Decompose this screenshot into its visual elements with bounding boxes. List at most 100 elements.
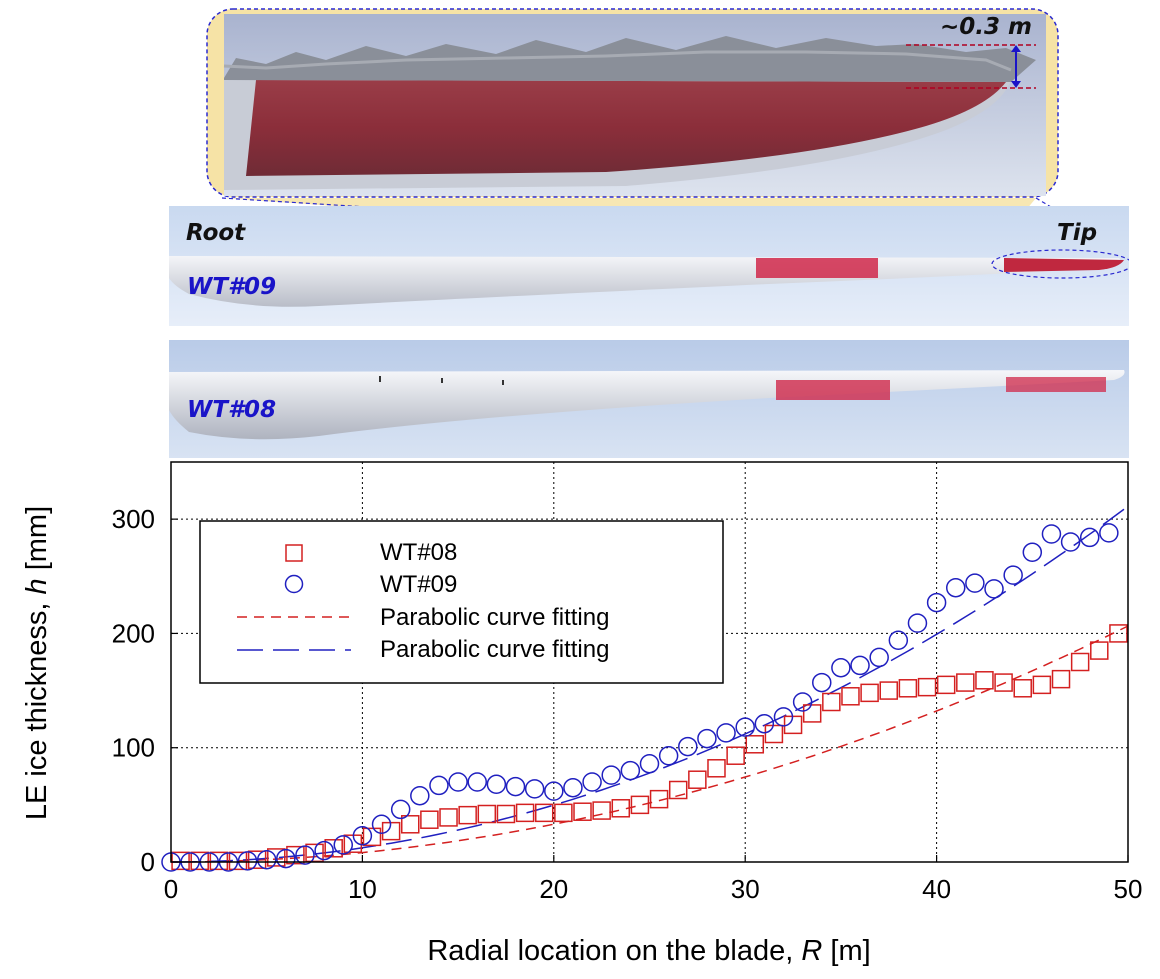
plot-frame: [170, 461, 1129, 863]
wt08-label: WT#08: [187, 397, 277, 423]
wt08-data-point: [745, 735, 765, 754]
wt09-data-point: [735, 717, 755, 737]
wt09-data-point: [831, 657, 851, 678]
wt09-data-point: [850, 655, 870, 676]
root-label: Root: [186, 220, 246, 246]
wt09-data-point: [256, 849, 277, 870]
wt09-data-point: [678, 736, 698, 757]
wt09-data-point: [601, 765, 621, 785]
wt09-data-point: [965, 573, 985, 593]
wt09-data-point: [658, 745, 679, 766]
wt09-data-point: [390, 799, 411, 820]
wt09-label: WT#09: [187, 274, 277, 300]
wt09-data-point: [352, 825, 373, 846]
wt08-data-point: [267, 848, 286, 867]
wt08-data-point: [1090, 641, 1109, 660]
wt08-data-point: [554, 803, 573, 823]
wt08-data-point: [879, 681, 898, 700]
wt08-data-point: [247, 850, 267, 869]
wt08-data-point: [611, 799, 631, 818]
axis-ticks: 0 10 20 30 40 50 0 100 200 300: [112, 504, 1143, 904]
wt08-data-point: [324, 839, 343, 858]
wt08-data-point: [515, 803, 535, 823]
wt08-data-point: [477, 804, 497, 824]
wt09-data-point: [888, 630, 909, 651]
legend-wt08-marker: [285, 544, 303, 562]
wt09-data-point: [237, 851, 258, 871]
x-tick-label: 10: [348, 874, 377, 904]
wt09-data-point: [1022, 542, 1043, 563]
wt09-data-point: [792, 692, 813, 712]
zoomed-tip-photo: [206, 8, 1059, 198]
wt08-data-point: [936, 675, 956, 695]
tip-label: Tip: [1057, 220, 1098, 246]
wt09-data-point: [716, 723, 736, 743]
wt09-data-point: [697, 728, 717, 749]
wt09-data-point: [1099, 523, 1119, 543]
wt08-data-point: [534, 803, 554, 823]
wt09-data-point: [620, 760, 641, 781]
wt09-data-point: [563, 777, 583, 798]
wt08-data-point: [1013, 679, 1032, 698]
legend-wt09-marker: [284, 574, 304, 594]
wt08-data-point: [707, 759, 726, 778]
legend: WT#08 WT#09 Parabolic curve fitting Para…: [199, 520, 724, 684]
wt08-data-point: [190, 851, 209, 871]
wt09-blade-photo: [169, 206, 1129, 326]
wt08-data-point: [802, 704, 822, 723]
wt08-data-point: [171, 851, 190, 871]
wt09-data-point: [754, 713, 775, 734]
wt09-data-point: [1041, 524, 1062, 544]
x-tick-label: 0: [164, 874, 178, 904]
wt09-data-point: [926, 592, 947, 613]
legend-wt08-label: WT#08: [380, 539, 457, 566]
x-tick-label: 40: [922, 874, 951, 904]
wt08-data-point: [439, 808, 458, 827]
wt08-data-point: [726, 746, 745, 765]
wt08-data-point: [822, 692, 841, 712]
legend-fit-red-label: Parabolic curve fitting: [380, 604, 609, 631]
wt09-data-point: [314, 840, 334, 861]
wt08-data-point: [975, 671, 994, 690]
wt08-data-point: [860, 683, 879, 703]
data-markers: [161, 523, 1128, 872]
wt08-blade-photo: [169, 340, 1129, 458]
wt09-data-point: [812, 672, 832, 693]
y-tick-label: 200: [112, 618, 155, 648]
wt08-data-point: [1051, 669, 1071, 689]
x-tick-label: 30: [731, 874, 760, 904]
wt08-data-point: [458, 805, 477, 825]
wt09-data-point: [1003, 565, 1023, 585]
wt08-data-point: [668, 780, 688, 800]
legend-fit-blue-label: Parabolic curve fitting: [380, 636, 609, 663]
wt08-data-point: [592, 801, 611, 820]
wt08-data-point: [209, 851, 229, 871]
wt09-data-point: [582, 772, 602, 792]
wt09-data-point: [371, 814, 392, 835]
wt08-data-point: [420, 810, 439, 829]
wt08-data-point: [1032, 675, 1052, 695]
wt09-data-point: [295, 845, 315, 865]
wt08-data-point: [496, 804, 516, 824]
wt09-data-point: [544, 781, 564, 801]
wt09-data-point: [467, 772, 487, 792]
y-axis-label: LE ice thickness, h [mm]: [21, 506, 53, 820]
wt09-data-point: [448, 772, 468, 792]
wt09-data-point: [869, 647, 889, 668]
wt08-data-point: [573, 802, 592, 821]
wt09-data-point: [773, 707, 794, 727]
wt09-data-point: [333, 835, 354, 855]
wt09-data-point: [429, 775, 449, 796]
ice-thickness-annotation: ~0.3 m: [940, 14, 1032, 40]
wt08-data-point: [1109, 624, 1128, 643]
wt09-data-point: [1079, 527, 1100, 548]
x-axis-label: Radial location on the blade, R [m]: [427, 935, 870, 967]
wt08-data-point: [841, 687, 860, 706]
wt08-data-point: [362, 827, 382, 847]
wt09-data-point: [945, 577, 966, 598]
wt08-data-point: [994, 673, 1013, 692]
x-tick-label: 20: [539, 874, 568, 904]
wt08-data-point: [649, 789, 669, 809]
legend-box: [199, 520, 724, 684]
